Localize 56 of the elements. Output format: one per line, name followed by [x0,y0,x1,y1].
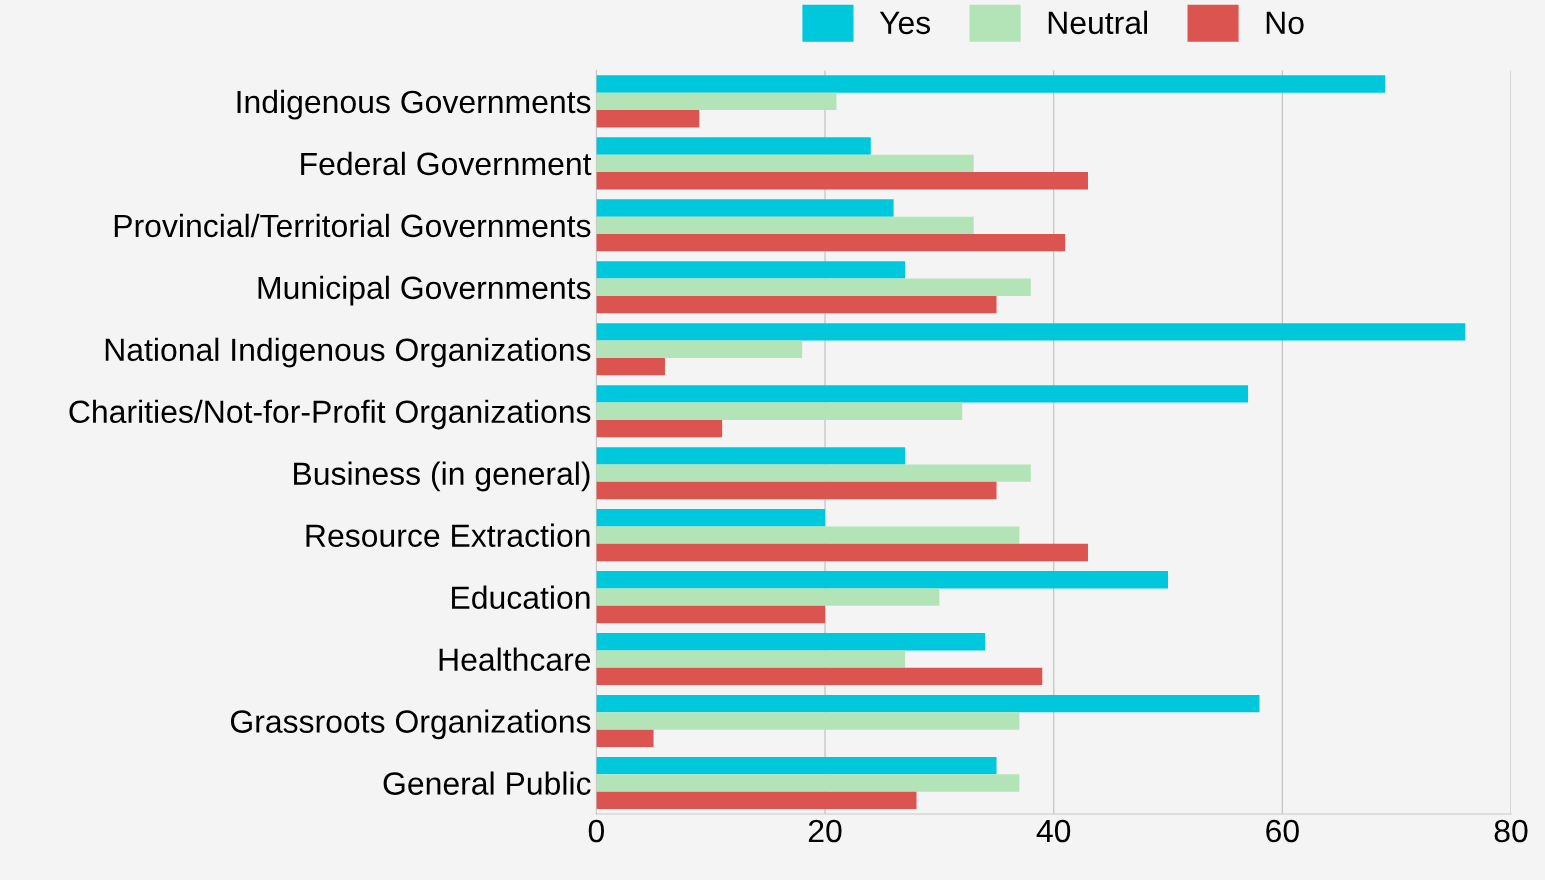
x-tick-label: 40 [1036,819,1071,843]
bar [596,295,997,314]
bar [596,526,1020,544]
bar [596,695,1260,713]
x-tick-label: 80 [1494,819,1528,843]
y-tick-label: Business (in general) [294,461,590,492]
bar [596,154,974,173]
bar [596,385,1249,403]
bar [596,774,1020,792]
bar [596,323,1466,341]
bar [596,650,906,668]
bar [596,402,963,420]
bar [596,75,1386,93]
y-tick-label: General Public [383,771,591,795]
legend-label: No [1266,11,1304,35]
bar [596,464,1031,482]
bar [596,588,940,606]
bar [596,667,1043,686]
bar [596,357,665,376]
bar [596,712,1020,730]
legend-label: Neutral [1048,10,1148,35]
y-tick-label: Charities/Not-for-Profit Organizations [69,399,591,430]
bar [596,447,906,465]
bar [596,791,917,810]
y-tick-label: Municipal Governments [258,275,591,306]
bar [596,92,837,111]
x-tick-label: 60 [1266,819,1299,843]
bar [596,756,997,775]
bar [596,216,974,234]
x-tick-label: 20 [808,819,842,843]
bar [596,419,723,438]
bar [596,571,1169,589]
bar [596,199,894,217]
bar [596,729,654,748]
bar [596,481,997,500]
y-tick-label: Resource Extraction [306,523,590,548]
x-tick-label: 0 [588,819,604,843]
bar [596,278,1031,296]
bar [596,633,986,651]
bar [596,261,906,279]
bar [596,543,1088,562]
y-tick-label: Education [452,585,590,610]
bar [596,137,871,155]
y-tick-label: Grassroots Organizations [230,709,591,740]
bar [596,233,1066,252]
bar [596,340,803,358]
y-tick-label: National Indigenous Organizations [105,337,591,368]
bar [596,509,826,527]
bar [596,172,1088,190]
legend-label: Yes [879,11,931,35]
y-tick-label: Healthcare [439,647,591,671]
y-tick-label: Federal Government [301,151,592,176]
bar [596,605,826,624]
y-tick-label: Indigenous Governments [237,89,591,120]
bar [596,110,700,128]
y-tick-label: Provincial/Territorial Governments [114,213,591,238]
